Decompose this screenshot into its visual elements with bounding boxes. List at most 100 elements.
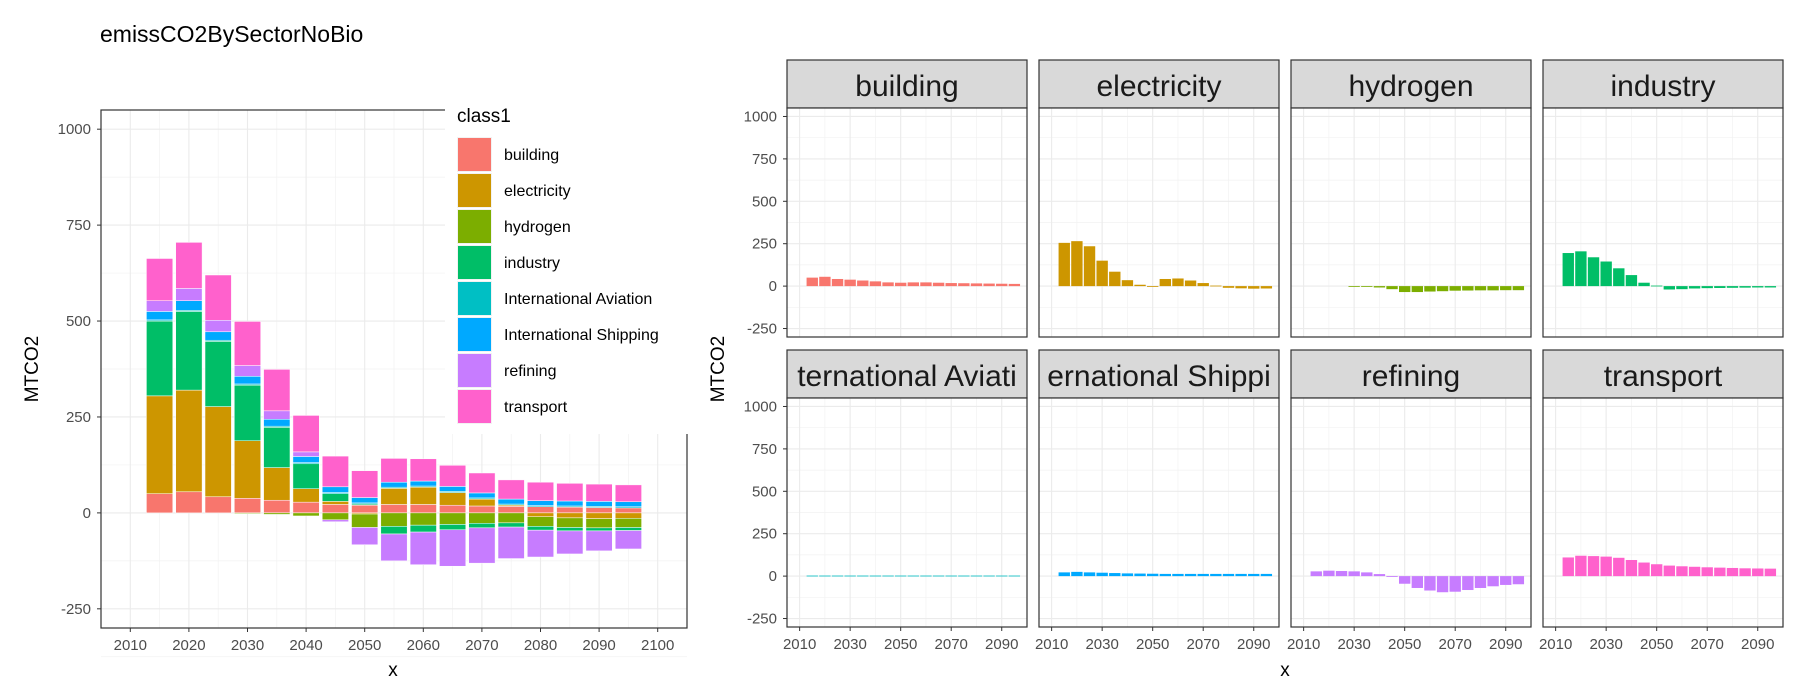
- facet-panel: ternational Aviati -250 0 250 500 750 1000 2010…: [744, 349, 1028, 653]
- bar-segment: [585, 512, 613, 519]
- facet-bar: [1134, 284, 1146, 287]
- x-tick-label: 2030: [231, 637, 264, 654]
- bar-segment: [321, 493, 349, 502]
- x-tick-label: 2070: [935, 636, 968, 653]
- facet-bar: [1600, 556, 1612, 577]
- facet-bar: [1752, 568, 1764, 577]
- x-tick-label: 2020: [172, 637, 205, 654]
- facet-bar: [1172, 278, 1184, 287]
- bar-segment: [585, 483, 613, 502]
- facet-bar: [970, 575, 983, 577]
- legend-swatch: [458, 174, 491, 207]
- facet-bar: [1462, 286, 1474, 291]
- facet-bar: [1134, 573, 1146, 577]
- facet-bar: [1210, 573, 1222, 577]
- facet-bar: [1701, 286, 1713, 289]
- bar-segment: [146, 395, 174, 494]
- facet-bar: [932, 575, 945, 577]
- bar-segment: [321, 501, 349, 505]
- bar-segment: [263, 512, 291, 515]
- x-tick-label: 2070: [465, 637, 498, 654]
- bar-segment: [527, 481, 554, 501]
- facet-bar: [857, 575, 869, 577]
- bar-segment: [380, 481, 408, 488]
- facet-bar: [1701, 567, 1713, 577]
- facet-bar: [1260, 286, 1273, 289]
- bar-segment: [263, 499, 291, 514]
- facet-bar: [1562, 253, 1574, 287]
- x-tick-label: 2070: [1691, 636, 1724, 653]
- bar-segment: [527, 506, 554, 514]
- x-tick-label: 2030: [1589, 636, 1622, 653]
- facet-bar: [1348, 571, 1360, 577]
- facet-bar: [1109, 271, 1121, 287]
- facet-bar: [831, 278, 844, 287]
- legend-label: industry: [504, 255, 560, 272]
- left-x-axis-title: x: [388, 660, 398, 681]
- bar-segment: [585, 518, 613, 529]
- bar-segment: [527, 516, 554, 527]
- facet-bar: [1449, 576, 1461, 592]
- facet-strip: [1542, 59, 1784, 109]
- bar-segment: [614, 512, 642, 519]
- bar-segment: [175, 389, 203, 493]
- bar-segment: [585, 501, 613, 507]
- bar-segment: [439, 504, 467, 514]
- facet-bar: [882, 575, 894, 577]
- bar-segment: [351, 513, 379, 528]
- facet-bar: [895, 282, 907, 287]
- facet-bar: [958, 575, 970, 577]
- facet-bar: [895, 575, 907, 577]
- facet-bar: [1399, 576, 1411, 584]
- facet-bar: [907, 282, 919, 287]
- facet-bar: [1676, 286, 1688, 290]
- x-tick-label: 2050: [1640, 636, 1673, 653]
- facet-bar: [1096, 572, 1108, 577]
- facet-bar: [970, 283, 983, 287]
- x-tick-label: 2060: [407, 637, 440, 654]
- facet-bar: [1462, 576, 1474, 591]
- facet-bar: [1008, 283, 1021, 287]
- legend-label: electricity: [504, 183, 571, 200]
- facet-bar: [1260, 573, 1273, 577]
- facet-bar: [1222, 573, 1235, 577]
- facet-panel: transport 2010 2030 2050 2070 2090: [1539, 349, 1784, 653]
- bar-segment: [292, 456, 320, 463]
- facet-bar: [1575, 251, 1587, 287]
- bar-segment: [321, 455, 349, 488]
- facet-strip: [786, 349, 1028, 399]
- facet-border: [786, 107, 1028, 338]
- legend-swatch: [458, 282, 491, 315]
- bar-segment: [292, 415, 320, 453]
- facet-panel: hydrogen: [1290, 59, 1532, 338]
- facet-bar: [1688, 566, 1701, 577]
- bar-segment: [380, 458, 408, 483]
- y-tick-label: 1000: [744, 108, 777, 125]
- legend-swatch: [458, 318, 491, 351]
- legend: class1 building electricity hydrogen industr…: [445, 96, 695, 434]
- facet-bar: [932, 282, 945, 287]
- facet-bar: [983, 283, 995, 287]
- facet-bar: [1373, 574, 1386, 577]
- facet-bar: [996, 283, 1008, 287]
- x-tick-label: 2010: [1035, 636, 1068, 653]
- facet-bar: [1739, 568, 1751, 577]
- facet-bar: [1512, 286, 1525, 291]
- facet-bar: [844, 575, 856, 577]
- facet-bar: [996, 575, 1008, 577]
- facet-bar: [1159, 278, 1171, 287]
- bar-segment: [146, 493, 174, 514]
- facet-bar: [1487, 286, 1499, 291]
- facet-border: [1038, 397, 1280, 628]
- facet-bar: [1600, 261, 1612, 287]
- facet-border: [1542, 107, 1784, 338]
- facet-bar: [1638, 282, 1650, 287]
- legend-label: International Aviation: [504, 291, 652, 308]
- legend-label: hydrogen: [504, 219, 571, 236]
- facet-bar: [1222, 286, 1235, 288]
- x-tick-label: 2010: [1287, 636, 1320, 653]
- facet-bar: [1424, 286, 1436, 292]
- bar-segment: [263, 369, 291, 412]
- y-tick-label: 0: [83, 505, 91, 522]
